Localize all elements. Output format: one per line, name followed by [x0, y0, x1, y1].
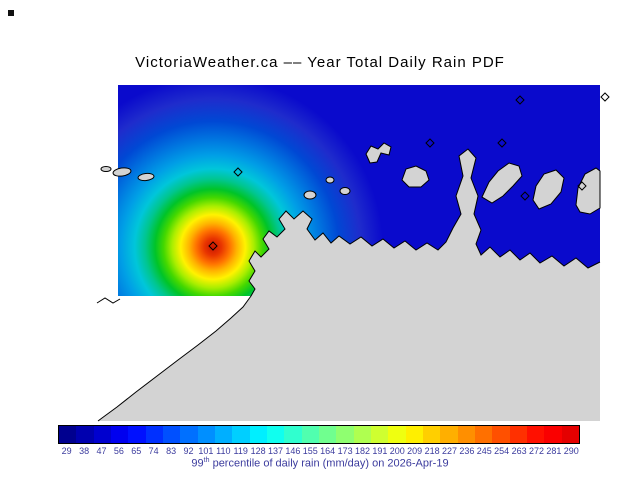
colorbar-segment [544, 426, 562, 443]
colorbar-tick-label: 65 [131, 446, 142, 456]
colorbar-tick-label: 92 [183, 446, 194, 456]
station-marker [520, 191, 530, 201]
colorbar-segment [370, 426, 389, 443]
colorbar-tick-label: 128 [250, 446, 266, 456]
colorbar-segment [457, 426, 475, 443]
station-marker [425, 138, 435, 148]
coastline [97, 148, 601, 422]
islet [100, 166, 112, 172]
colorbar-tick-label: 227 [441, 446, 458, 456]
colorbar-tick-label: 290 [563, 446, 579, 456]
colorbar-segment [336, 426, 354, 443]
colorbar [58, 425, 580, 444]
colorbar-segment [440, 426, 458, 443]
colorbar-segment [93, 426, 111, 443]
colorbar-tick-label: 155 [302, 446, 318, 456]
colorbar-segment [318, 426, 337, 443]
colorbar-tick-label: 191 [372, 446, 388, 456]
colorbar-tick-label: 146 [285, 446, 301, 456]
page-title: VictoriaWeather.ca –– Year Total Daily R… [135, 54, 505, 71]
colorbar-tick-label: 263 [511, 446, 527, 456]
colorbar-tick-label: 29 [61, 446, 72, 456]
colorbar-segment [526, 426, 545, 443]
colorbar-segment [509, 426, 527, 443]
station-marker [497, 138, 507, 148]
colorbar-tick-label: 137 [267, 446, 284, 456]
colorbar-tick-label: 218 [424, 446, 440, 456]
colorbar-tick-label: 182 [354, 446, 371, 456]
land-mass [98, 149, 600, 421]
colorbar-segment [180, 426, 198, 443]
caption: 99th percentile of daily rain (mm/day) o… [0, 457, 640, 470]
island [365, 142, 392, 164]
islet-chain [100, 166, 155, 182]
colorbar-tick-label: 101 [198, 446, 214, 456]
colorbar-segment [561, 426, 579, 443]
colorbar-segment [388, 426, 406, 443]
colorbar-segment [249, 426, 267, 443]
colorbar-tick-label: 173 [337, 446, 353, 456]
colorbar-tick-labels: 29 38 47 56 65 74 83 92 101 110 119 128 137 146 155 164… [58, 446, 580, 457]
colorbar-segment [145, 426, 163, 443]
colorbar-segment [353, 426, 371, 443]
colorbar-segment [162, 426, 181, 443]
colorbar-segment [301, 426, 319, 443]
colorbar-segment [214, 426, 233, 443]
colorbar-tick-label: 47 [96, 446, 107, 456]
colorbar-tick-label: 209 [407, 446, 423, 456]
colorbar-tick-label: 119 [233, 446, 248, 456]
colorbar-tick-label: 200 [389, 446, 405, 456]
island [303, 190, 317, 200]
colorbar-tick-label: 38 [79, 446, 90, 456]
colorbar-segment [128, 426, 146, 443]
island [401, 165, 430, 188]
station-marker [208, 241, 218, 251]
colorbar-tick-label: 83 [166, 446, 177, 456]
islands [303, 142, 601, 215]
colorbar-tick-label: 236 [459, 446, 475, 456]
colorbar-tick-label: 272 [528, 446, 545, 456]
colorbar-segment [474, 426, 493, 443]
coast-fragment [96, 297, 121, 304]
colorbar-tick-label: 245 [476, 446, 492, 456]
colorbar-segment [405, 426, 423, 443]
colorbar-tick-label: 164 [320, 446, 336, 456]
colorbar-segment [110, 426, 129, 443]
island [325, 176, 335, 184]
colorbar-tick-label: 110 [216, 446, 231, 456]
colorbar-segment [266, 426, 285, 443]
caption-superscript: th [203, 457, 210, 464]
corner-artifact [8, 10, 14, 16]
colorbar-segment [232, 426, 250, 443]
islet [112, 167, 132, 177]
colorbar-tick-label: 56 [113, 446, 124, 456]
station-marker [233, 167, 243, 177]
colorbar-tick-label: 281 [546, 446, 562, 456]
colorbar-segment [76, 426, 94, 443]
island [481, 162, 523, 204]
station-marker [600, 92, 610, 102]
colorbar-tick-label: 254 [494, 446, 510, 456]
station-marker [515, 95, 525, 105]
island [532, 169, 565, 210]
colorbar-segment [284, 426, 302, 443]
station-markers [208, 92, 610, 251]
colorbar-segment [59, 426, 77, 443]
colorbar-segment [422, 426, 441, 443]
islet [137, 172, 155, 182]
colorbar-segment [197, 426, 215, 443]
caption-percentile-number: 99 [191, 457, 204, 470]
station-marker [577, 181, 587, 191]
island [339, 187, 351, 195]
colorbar-segment [492, 426, 510, 443]
colorbar-tick-label: 74 [148, 446, 159, 456]
caption-text: percentile of daily rain (mm/day) on 202… [209, 457, 449, 470]
